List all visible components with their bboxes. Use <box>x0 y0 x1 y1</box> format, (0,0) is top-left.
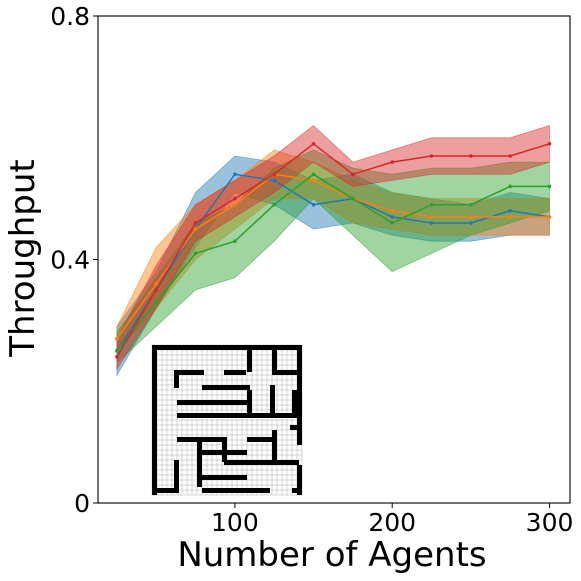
series-markers <box>115 142 552 359</box>
series-4-point <box>469 154 473 158</box>
series-4-point <box>193 221 198 225</box>
y-axis-ticks: 0 0.4 0.8 <box>50 2 98 518</box>
series-3-point <box>547 184 552 189</box>
series-3-point <box>233 239 237 243</box>
series-2-line <box>116 173 550 340</box>
confidence-bands <box>116 125 550 377</box>
series-3-point <box>272 202 277 207</box>
series-2-point <box>311 178 316 183</box>
series-4-line <box>116 142 550 358</box>
series-3-line <box>116 173 550 352</box>
series-1-point <box>272 178 277 183</box>
x-axis-label: Number of Agents <box>177 535 486 575</box>
series-lines <box>116 142 550 358</box>
y-tick-label: 0 <box>74 489 90 518</box>
series-4-point <box>429 154 434 158</box>
maze-walls <box>152 345 302 495</box>
series-2-point <box>429 215 434 219</box>
series-1-point <box>508 209 512 213</box>
series-1-point <box>311 202 316 207</box>
series-4-point <box>390 160 395 164</box>
series-2-point <box>193 227 198 231</box>
series-2-point <box>547 215 552 219</box>
series-3-point <box>390 221 395 225</box>
series-4-point <box>115 355 119 359</box>
y-axis-label: Throughput <box>3 159 43 358</box>
series-4-point <box>311 142 316 146</box>
series-2-point <box>154 282 158 286</box>
maze-map-image <box>151 344 303 496</box>
series-4-point <box>547 142 552 146</box>
x-tick-label: 300 <box>526 508 574 537</box>
x-axis-ticks: 100 200 300 <box>211 503 573 537</box>
series-4-point <box>508 154 512 158</box>
series-4-point <box>233 196 237 201</box>
series-4-point <box>272 172 277 177</box>
series-2-point <box>469 215 473 219</box>
series-3-point <box>115 349 119 353</box>
series-3-point <box>429 202 434 207</box>
series-3-point <box>508 184 512 189</box>
series-1-point <box>390 215 395 219</box>
series-3-point <box>469 202 473 207</box>
series-1-point <box>469 221 473 225</box>
series-2-point <box>508 215 512 219</box>
series-2-point <box>233 202 237 207</box>
series-1-point <box>233 172 237 177</box>
series-4-point <box>351 172 355 177</box>
y-tick-label: 0.4 <box>50 246 90 275</box>
series-4-point <box>154 288 158 292</box>
y-tick-label: 0.8 <box>50 2 90 31</box>
series-2-band <box>116 149 550 352</box>
series-3-point <box>154 300 158 304</box>
series-3-point <box>351 196 355 201</box>
series-4-band <box>116 125 550 371</box>
series-3-point <box>193 251 198 256</box>
series-2-point <box>390 209 395 213</box>
series-3-point <box>311 172 316 177</box>
series-2-point <box>115 336 119 341</box>
x-tick-label: 200 <box>368 508 416 537</box>
x-tick-label: 100 <box>211 508 259 537</box>
series-3-band <box>116 149 550 364</box>
series-1-point <box>429 221 434 225</box>
